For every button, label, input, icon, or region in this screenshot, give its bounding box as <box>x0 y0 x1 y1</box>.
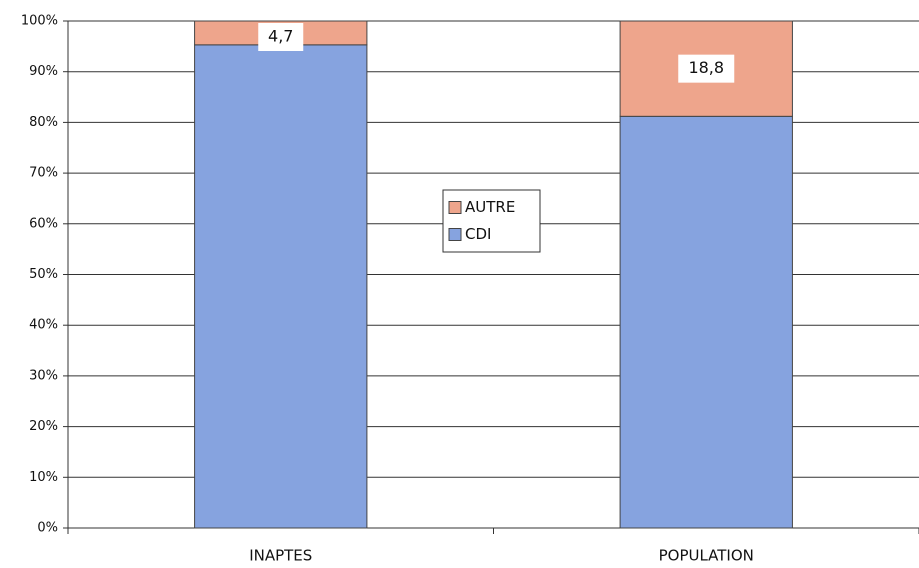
value-label-box <box>678 54 735 83</box>
y-tick-label: 40% <box>29 318 58 333</box>
y-tick-label: 0% <box>37 521 58 536</box>
x-tick-label: POPULATION <box>659 547 754 565</box>
legend-box <box>442 189 541 253</box>
y-tick-label: 10% <box>29 470 58 485</box>
value-label-box <box>258 23 304 51</box>
bar-segment <box>619 115 793 529</box>
legend-swatch <box>448 228 462 241</box>
y-tick-label: 100% <box>21 14 58 29</box>
value-label: 18,8 <box>688 58 724 77</box>
legend-label: CDI <box>465 225 491 243</box>
y-tick-label: 80% <box>29 115 58 130</box>
legend-label: AUTRE <box>465 198 515 216</box>
y-tick-label: 20% <box>29 419 58 434</box>
y-tick-label: 30% <box>29 368 58 383</box>
y-tick-label: 50% <box>29 267 58 282</box>
y-tick-label: 60% <box>29 216 58 231</box>
value-label: 4,7 <box>268 27 293 46</box>
legend-swatch <box>448 201 462 214</box>
x-tick-label: INAPTES <box>249 547 312 565</box>
bar-segment <box>194 44 368 529</box>
y-tick-label: 90% <box>29 64 58 79</box>
y-tick-label: 70% <box>29 166 58 181</box>
